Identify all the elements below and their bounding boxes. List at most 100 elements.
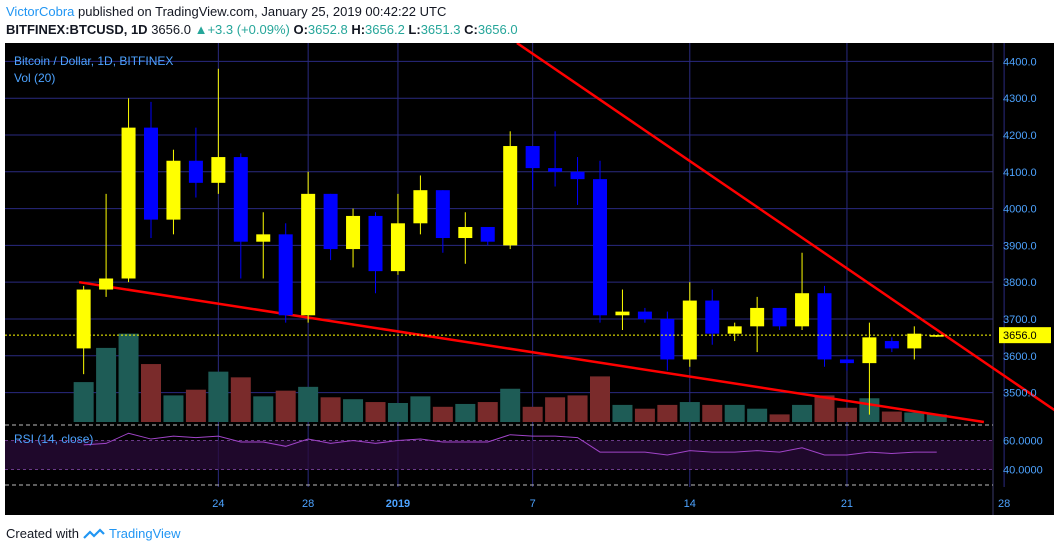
price-tick-label: 4200.0 [1003,130,1037,142]
candle-body [346,215,361,250]
volume-bar [365,402,386,422]
candle-body [525,146,540,169]
candle-body [435,190,450,239]
candle-body [76,289,91,349]
candlestick-chart[interactable]: 3500.0 3600.0 3700.0 3800.0 3900.0 4000.0 4100… [5,41,1059,515]
trendline-resistance [516,41,1059,415]
volume-bar [724,404,745,422]
volume-bar [747,408,768,422]
x-tick-label: 28 [998,498,1010,510]
volume-bar [455,403,476,422]
volume-bar [275,390,296,422]
candle-body [323,193,338,250]
candle-body [503,146,518,246]
candle-body [413,190,428,224]
candle-body [368,215,383,272]
candle-body [660,318,675,360]
candle-body [256,234,271,242]
candle-body [144,127,158,220]
publish-header: VictorCobra published on TradingView.com… [6,4,446,19]
candle-body [929,335,944,337]
volume-bar [387,403,408,422]
volume-bar [432,406,453,422]
volume-bar [208,371,229,422]
volume-bar [634,408,655,422]
volume-bar [881,411,902,422]
candle-body [390,223,405,272]
volume-bar [679,402,700,422]
candle-body [121,127,136,279]
price-change: +3.3 (+0.09%) [207,22,290,37]
tradingview-brand-link[interactable]: TradingView [108,526,181,541]
volume-bar [836,407,857,422]
candle-body [615,311,630,316]
volume-bar [567,395,588,422]
candle-body [682,300,697,360]
volume-bar [702,404,723,422]
candle-body [705,300,720,334]
volume-bar [163,395,184,422]
volume-bar [590,376,610,422]
candle-body [99,278,114,290]
volume-bar [500,388,521,422]
candle-body [188,160,203,183]
candle-body [301,193,316,316]
volume-bar [96,347,117,422]
chart-title: Bitcoin / Dollar, 1D, BITFINEX [14,54,173,68]
x-tick-label: 7 [530,498,536,510]
last-price: 3656.0 [151,22,191,37]
up-arrow-icon: ▲ [194,22,208,37]
volume-label: Vol (20) [14,71,55,85]
low-value: 3651.3 [420,22,461,37]
rsi-label: RSI (14, close) [14,432,93,446]
close-value: 3656.0 [477,22,518,37]
price-tick-label: 4100.0 [1003,167,1037,179]
open-label: O: [293,22,308,37]
rsi-line [83,432,937,456]
high-label: H: [351,22,366,37]
author-link[interactable]: VictorCobra [6,4,75,19]
volume-bar [926,414,947,422]
close-label: C: [464,22,478,37]
volume-bar [141,364,161,422]
chart-container[interactable]: 3500.0 3600.0 3700.0 3800.0 3900.0 4000.0 4100… [5,41,1059,515]
rsi-tick-label: 40.0000 [1003,465,1043,477]
candle-body [839,359,854,364]
price-tick-label: 4300.0 [1003,93,1037,105]
candle-body [817,293,832,360]
x-tick-label: 2019 [386,498,410,510]
price-tick-label: 3600.0 [1003,351,1037,363]
candle-body [166,160,181,220]
candle-body [772,307,787,327]
volume-bar [73,382,94,422]
candle-body [211,157,226,183]
low-label: L: [408,22,421,37]
candle-body [750,307,765,327]
volume-bar [230,377,251,422]
volume-bar [320,397,341,422]
ticker-symbol: BITFINEX:BTCUSD, 1D [6,22,148,37]
last-price-tag [999,327,1051,344]
high-value: 3656.2 [365,22,405,37]
volume-bar [118,333,139,422]
volume-bar [410,396,431,422]
x-tick-label: 14 [684,498,696,510]
volume-bar [904,412,925,422]
price-tick-label: 3500.0 [1003,388,1037,400]
x-tick-label: 21 [841,498,853,510]
volume-bar [612,404,633,422]
tradingview-logo-icon [83,527,105,539]
volume-bar [657,404,678,422]
footer: Created with TradingView [6,526,181,541]
volume-bar [769,414,790,422]
volume-bar [185,389,206,422]
price-tick-label: 3700.0 [1003,314,1037,326]
candle-body [727,326,742,334]
candle-body [637,311,652,319]
volume-bar [343,399,364,422]
candle-body [795,293,810,327]
ticker-bar: BITFINEX:BTCUSD, 1D 3656.0 ▲+3.3 (+0.09%… [6,22,518,37]
x-tick-label: 24 [212,498,224,510]
volume-bar [477,402,498,422]
candle-body [862,337,877,364]
